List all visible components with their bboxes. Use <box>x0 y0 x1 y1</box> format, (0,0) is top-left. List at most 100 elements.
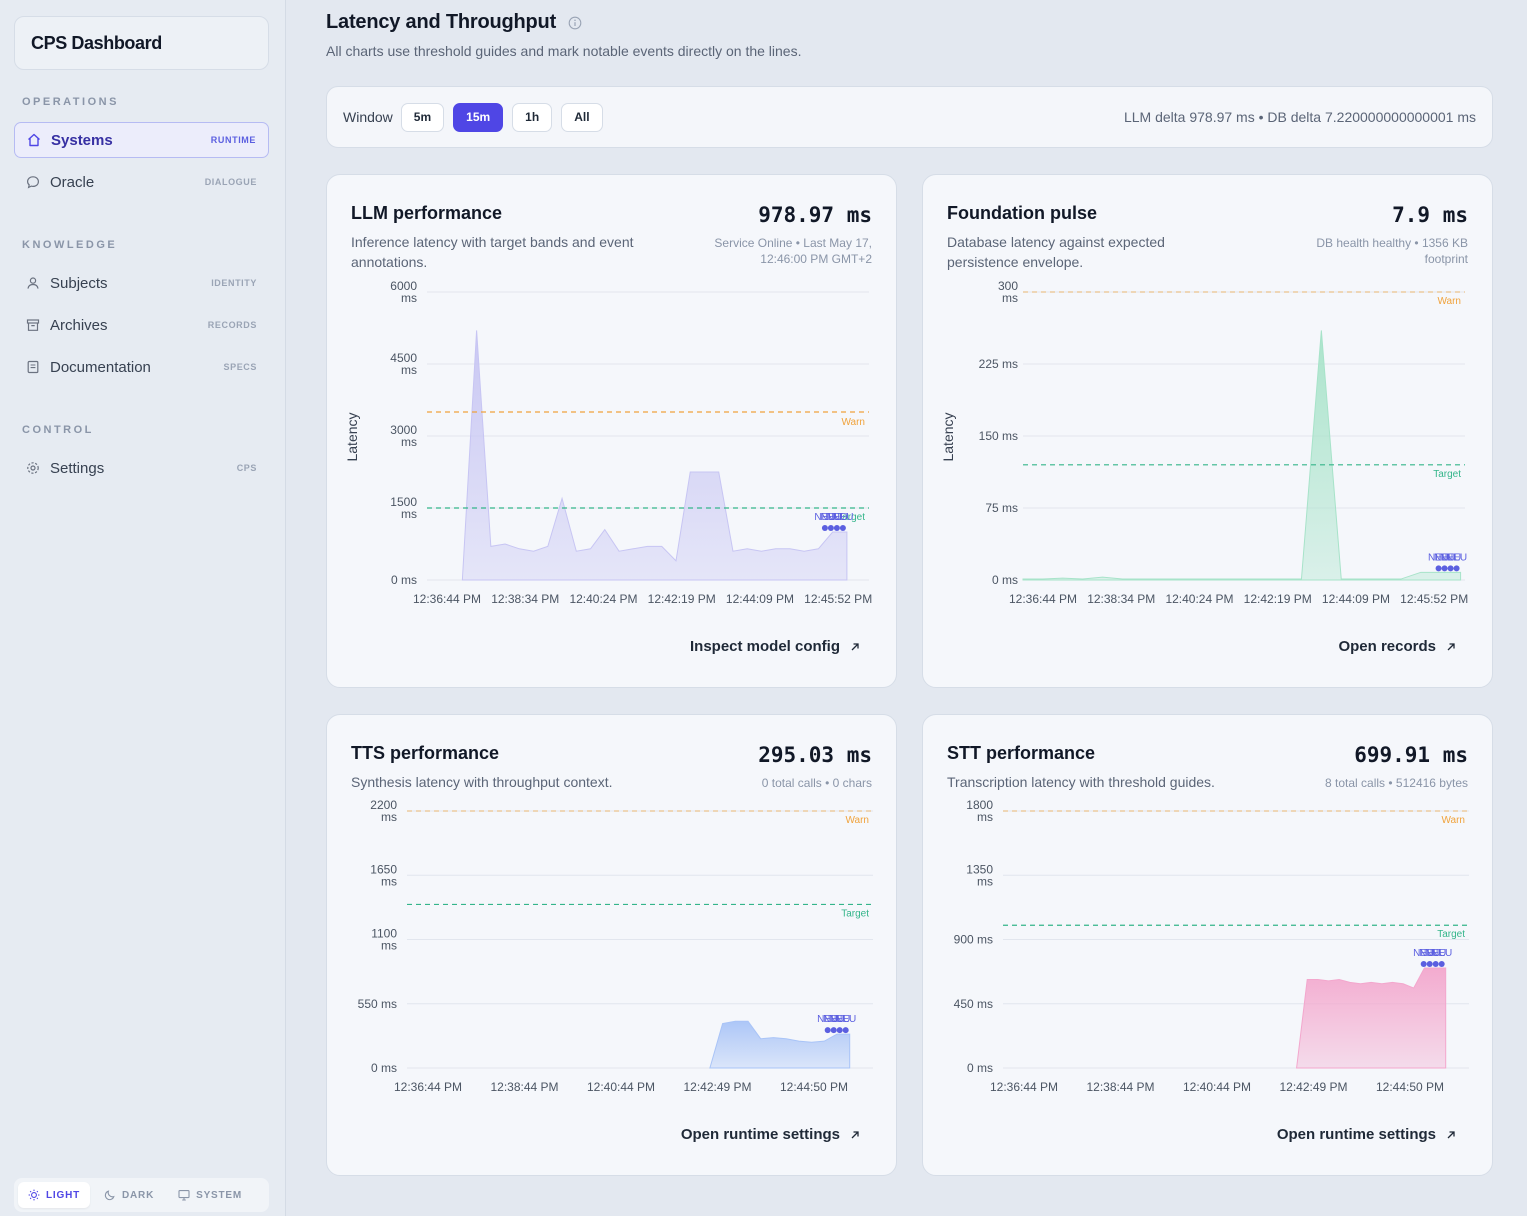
arrow-up-right-icon <box>1447 642 1455 650</box>
sidebar-item-settings[interactable]: Settings CPS <box>14 450 269 486</box>
event-marker <box>824 1027 831 1034</box>
event-label: NEU <box>835 1014 856 1025</box>
x-tick-label: 12:38:34 PM <box>1087 592 1155 606</box>
card-value: 699.91 ms <box>1354 743 1468 767</box>
x-tick-label: 12:36:44 PM <box>1009 592 1077 606</box>
y-tick-label: 0 ms <box>391 573 417 587</box>
event-label: NEU <box>1434 552 1455 563</box>
card-meta: 0 total calls • 0 chars <box>761 776 872 790</box>
y-tick-unit: ms <box>977 810 993 824</box>
event-marker <box>1432 961 1439 968</box>
warn-label: Warn <box>1441 815 1465 826</box>
card-description: Transcription latency with threshold gui… <box>947 774 1215 790</box>
x-tick-label: 12:42:49 PM <box>683 1080 751 1094</box>
y-tick-label: 4500 <box>390 351 417 365</box>
series-area <box>1296 967 1447 1069</box>
window-5m-button[interactable]: 5m <box>400 102 445 132</box>
y-tick-label: 1800 <box>966 798 993 812</box>
sidebar-item-label: Subjects <box>50 274 108 292</box>
sidebar-item-tag: RECORDS <box>207 320 257 330</box>
event-marker <box>833 525 840 531</box>
open-records-link[interactable]: Open records <box>1338 638 1456 655</box>
moon-icon <box>104 1190 115 1201</box>
card-title: STT performance <box>947 743 1096 763</box>
y-tick-unit: ms <box>401 363 417 377</box>
window-1h-button[interactable]: 1h <box>512 102 553 132</box>
link-label: Open runtime settings <box>1276 1126 1436 1143</box>
link-label: Inspect model config <box>689 638 840 655</box>
sidebar-item-systems[interactable]: Systems RUNTIME <box>14 122 269 158</box>
x-tick-label: 12:44:09 PM <box>726 592 794 606</box>
section-control: CONTROL <box>22 424 94 436</box>
open-runtime-settings-link[interactable]: Open runtime settings <box>681 1126 860 1143</box>
theme-system-button[interactable]: SYSTEM <box>168 1182 252 1208</box>
event-marker <box>1435 565 1442 572</box>
chat-bubble-icon <box>26 175 40 189</box>
arrow-up-right-icon <box>851 1130 859 1138</box>
y-tick-label: 300 <box>998 279 1018 293</box>
page-subtitle: All charts use threshold guides and mark… <box>326 43 802 59</box>
y-tick-label: 2200 <box>370 798 397 812</box>
section-operations: OPERATIONS <box>22 96 119 108</box>
open-runtime-settings-link[interactable]: Open runtime settings <box>1277 1126 1456 1143</box>
event-marker <box>1453 565 1460 572</box>
y-tick-label: 1350 <box>966 862 993 876</box>
y-tick-label: 900 ms <box>954 933 993 947</box>
x-tick-label: 12:40:44 PM <box>1183 1080 1251 1094</box>
window-all-button[interactable]: All <box>561 102 603 132</box>
y-tick-label: 0 ms <box>992 573 1018 587</box>
card-value: 978.97 ms <box>758 203 872 227</box>
warn-label: Warn <box>1437 296 1461 307</box>
tts-performance-card: 0 ms 550 ms 1100 ms 1650 ms 2200 ms 12:36:44 PM 1… <box>326 714 897 1176</box>
sidebar-item-tag: SPECS <box>223 362 257 372</box>
event-label: NEU <box>832 512 853 523</box>
y-tick-unit: ms <box>977 874 993 888</box>
card-title: LLM performance <box>351 203 503 223</box>
sidebar-item-archives[interactable]: Archives RECORDS <box>14 307 269 343</box>
sidebar-item-tag: CPS <box>236 463 257 473</box>
y-tick-label: 1650 <box>370 862 397 876</box>
x-tick-label: 12:42:19 PM <box>648 592 716 606</box>
sidebar-item-oracle[interactable]: Oracle DIALOGUE <box>14 164 269 200</box>
sidebar-item-documentation[interactable]: Documentation SPECS <box>14 349 269 385</box>
y-tick-unit: ms <box>1002 291 1018 305</box>
document-icon <box>26 360 40 374</box>
y-axis-label: Latency <box>940 412 956 461</box>
y-tick-unit: ms <box>381 874 397 888</box>
y-tick-label: 0 ms <box>967 1061 993 1075</box>
card-description: Synthesis latency with throughput contex… <box>351 774 613 790</box>
info-icon[interactable] <box>568 16 582 30</box>
event-label: NEU <box>823 1014 844 1025</box>
theme-dark-button[interactable]: DARK <box>94 1182 164 1208</box>
llm-performance-card: 0 ms 1500 ms 3000 ms 4500 ms 6000 ms Latency 12:36… <box>326 174 897 688</box>
event-label: NEU <box>1413 948 1434 959</box>
event-label: NEU <box>826 512 847 523</box>
card-description: Database latency against expected persis… <box>947 234 1165 270</box>
card-meta: Service Online • Last May 17, 12:46:00 P… <box>714 236 872 266</box>
sidebar-item-label: Oracle <box>50 173 95 191</box>
window-15m-button[interactable]: 15m <box>453 102 504 132</box>
user-icon <box>26 276 40 290</box>
foundation-pulse-card: 0 ms 75 ms 150 ms 225 ms 300 ms Latency 12:36:4… <box>922 174 1493 688</box>
theme-light-button[interactable]: LIGHT <box>18 1182 90 1208</box>
llm-latency-chart: 0 ms1500ms3000ms4500ms6000msLatency12:36… <box>344 279 872 606</box>
sidebar-item-subjects[interactable]: Subjects IDENTITY <box>14 265 269 301</box>
x-tick-label: 12:45:52 PM <box>1400 592 1468 606</box>
event-marker <box>1420 961 1427 968</box>
y-tick-label: 1100 <box>371 927 397 941</box>
y-tick-label: 3000 <box>390 423 417 437</box>
gear-icon <box>26 461 40 475</box>
sidebar-item-tag: IDENTITY <box>211 278 257 288</box>
x-tick-label: 12:45:52 PM <box>804 592 872 606</box>
link-label: Open records <box>1338 638 1436 655</box>
x-tick-label: 12:38:44 PM <box>1086 1080 1154 1094</box>
page-title-text: Latency and Throughput <box>326 11 557 33</box>
warn-label: Warn <box>841 417 865 428</box>
target-label: Target <box>841 908 869 919</box>
inspect-model-config-link[interactable]: Inspect model config <box>690 638 860 655</box>
event-marker <box>839 525 846 531</box>
x-tick-label: 12:38:34 PM <box>491 592 559 606</box>
sidebar: CPS Dashboard OPERATIONS Systems RUNTIME… <box>0 0 286 1216</box>
